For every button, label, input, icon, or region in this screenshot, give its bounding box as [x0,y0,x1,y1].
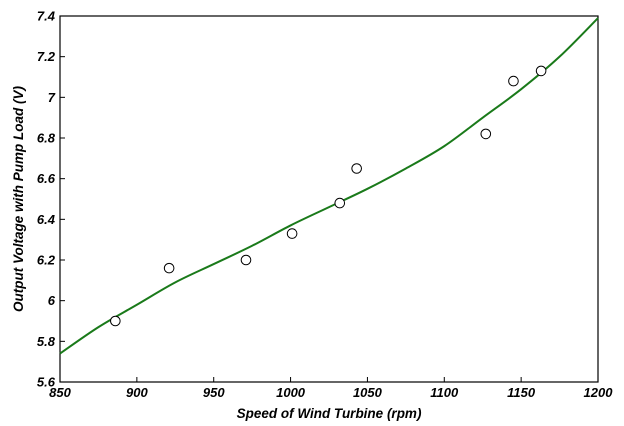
y-tick-label: 7.2 [37,49,56,64]
data-point [240,254,252,266]
x-tick-label: 1100 [430,385,459,400]
x-tick-label: 950 [203,385,225,400]
data-point [351,163,362,174]
y-tick-label: 6.2 [37,253,56,268]
y-tick-label: 6.4 [37,212,56,227]
data-point [480,128,492,140]
y-tick-label: 5.8 [37,334,56,349]
data-point [508,75,519,87]
y-tick-label: 6.6 [37,171,56,186]
x-tick-label: 1200 [584,385,614,400]
data-point [334,197,346,209]
tick-labels: 850 900 950 1000 1050 1100 1150 1200 5.6 5.8 6 6.2 6… [37,9,613,401]
y-tick-label: 7.4 [37,9,56,24]
y-tick-label: 6 [48,293,56,308]
x-tick-label: 1150 [507,385,536,400]
y-axis-title: Output Voltage with Pump Load (V) [11,86,26,312]
data-point [535,65,547,77]
data-point [110,315,121,327]
x-tick-label: 1050 [353,385,383,400]
y-tick-label: 7 [48,90,56,105]
data-point [163,262,175,274]
plot-frame [59,15,599,383]
ticks [59,15,599,383]
y-tick-label: 6.8 [37,131,56,146]
y-tick-label: 5.6 [37,375,56,390]
x-axis-title: Speed of Wind Turbine (rpm) [237,406,422,421]
fit-curve [59,17,599,355]
x-tick-label: 850 [49,385,71,400]
series-layer [59,17,599,355]
x-tick-label: 900 [126,385,148,400]
data-point [286,228,298,239]
x-tick-label: 1000 [276,385,306,400]
